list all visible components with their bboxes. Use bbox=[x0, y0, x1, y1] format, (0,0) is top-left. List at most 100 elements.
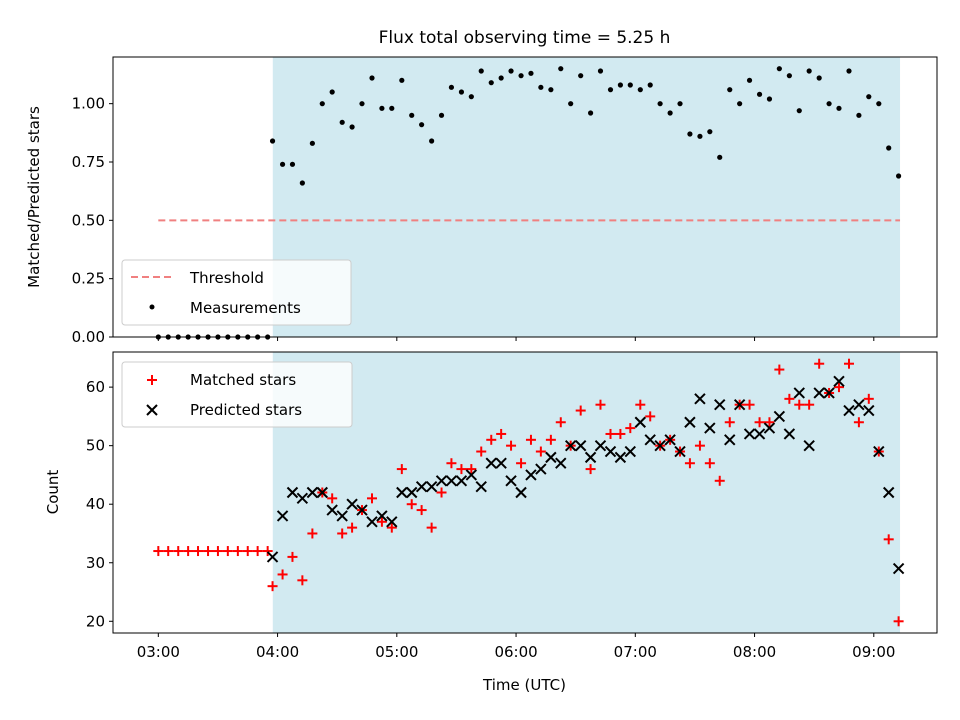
count-series1-point-46-b bbox=[724, 434, 736, 446]
count-series0-point-47 bbox=[615, 428, 626, 439]
ratio-series0-point-16 bbox=[309, 140, 315, 146]
count-series0-point-26 bbox=[406, 499, 417, 510]
ratio-series0-point-61 bbox=[756, 91, 763, 97]
count-series1-point-1-b bbox=[276, 510, 289, 522]
ratio-series0-point-37 bbox=[518, 73, 524, 79]
count-series1-point-62-b bbox=[882, 486, 895, 499]
count-series1-point-25 bbox=[515, 486, 527, 499]
ratio-y-tick-label-4: 1.00 bbox=[72, 95, 105, 113]
count-series1-point-48-b bbox=[743, 428, 756, 440]
x-tick-label-3: 06:00 bbox=[494, 643, 537, 661]
count-series1-point-7-b bbox=[336, 510, 348, 522]
count-series1-point-39 bbox=[654, 439, 666, 452]
count-series0-point-40 bbox=[545, 434, 556, 445]
ratio-series0-point-55 bbox=[697, 133, 703, 139]
ratio-series0-point-18 bbox=[329, 89, 335, 95]
count-series0-point-71 bbox=[853, 417, 864, 428]
count-series1-point-43 bbox=[694, 393, 706, 405]
count-series1-point-31 bbox=[574, 439, 587, 452]
ratio-series0-point-63 bbox=[776, 66, 782, 72]
ratio-series0-point-65 bbox=[796, 108, 802, 114]
count-y-tick-label-2: 40 bbox=[86, 495, 105, 513]
count-series1-point-26-b bbox=[525, 469, 537, 481]
count-series1-point-34-b bbox=[604, 445, 617, 458]
count-series1-point-56 bbox=[823, 387, 835, 399]
count-observing-span bbox=[272, 352, 901, 633]
count-panel-frame bbox=[112, 351, 938, 634]
count-series1-point-38-b bbox=[644, 434, 656, 446]
count-series1-point-37-b bbox=[634, 416, 647, 428]
count-series0-point-62 bbox=[764, 417, 775, 428]
count-series1-point-40 bbox=[664, 434, 676, 446]
ratio-series0-point-21 bbox=[359, 101, 365, 107]
count-series1-point-59 bbox=[853, 398, 865, 411]
count-series0-point-18 bbox=[327, 493, 338, 504]
ratio-series0-point-25 bbox=[399, 77, 405, 83]
ratio-series0-point-66 bbox=[806, 68, 812, 74]
count-series1-point-27 bbox=[535, 463, 547, 475]
count-series1-point-53 bbox=[793, 387, 805, 399]
count-series0-point-30 bbox=[446, 458, 457, 469]
count-series1-point-36 bbox=[624, 445, 637, 458]
count-series1-point-41-b bbox=[674, 445, 686, 458]
count-series1-point-14-b bbox=[406, 486, 418, 499]
count-series1-point-41 bbox=[674, 445, 686, 458]
count-legend-matched-label: Matched stars bbox=[190, 371, 296, 389]
count-series0-point-2 bbox=[173, 546, 184, 557]
count-series1-point-45 bbox=[714, 398, 726, 411]
count-series1-point-30 bbox=[564, 439, 577, 452]
count-series1-point-42-b bbox=[684, 416, 696, 428]
count-series0-point-4 bbox=[193, 546, 204, 557]
count-series1-point-55 bbox=[813, 387, 825, 399]
ratio-series0-point-49 bbox=[637, 87, 643, 93]
count-series0-point-60 bbox=[744, 399, 755, 410]
count-series1-point-12 bbox=[386, 516, 398, 528]
count-series1-point-52 bbox=[783, 428, 796, 440]
count-series0-point-7 bbox=[222, 546, 233, 557]
count-series0-point-45 bbox=[595, 399, 606, 410]
ratio-series0-point-44 bbox=[587, 110, 594, 116]
ratio-series0-point-19 bbox=[339, 119, 345, 125]
ratio-series0-point-28 bbox=[429, 138, 435, 144]
count-legend-predicted-marker bbox=[146, 404, 158, 416]
ratio-series0-point-30 bbox=[448, 84, 455, 90]
count-series1-point-33 bbox=[594, 439, 607, 452]
count-series1-point-24 bbox=[505, 475, 517, 487]
count-series1-point-49 bbox=[753, 428, 766, 440]
count-series1-point-59-b bbox=[853, 398, 865, 411]
count-series1-point-3-b bbox=[296, 492, 309, 505]
count-series1-point-6 bbox=[326, 504, 338, 516]
legend-x-glyph bbox=[146, 404, 158, 416]
count-series1-point-25-b bbox=[515, 486, 527, 499]
count-legend-box bbox=[121, 361, 353, 428]
count-panel: 20 30 40 50 60 03:00 04:00 05:00 06:00 07:00 08:00… bbox=[44, 351, 938, 694]
ratio-series0-point-68 bbox=[826, 101, 832, 107]
x-tick-label-6: 09:00 bbox=[852, 643, 895, 661]
count-series1-point-12-b bbox=[386, 516, 398, 528]
count-series1-point-43-b bbox=[694, 393, 706, 405]
count-series1-point-47 bbox=[733, 398, 746, 411]
count-series1-point-0-b bbox=[266, 551, 279, 563]
count-series1-point-4-b bbox=[306, 486, 319, 499]
count-series0-point-54 bbox=[684, 458, 695, 469]
count-series1-point-6-b bbox=[326, 504, 338, 516]
count-series0-point-16 bbox=[307, 528, 318, 539]
count-series1-point-3 bbox=[296, 492, 309, 505]
ratio-series0-point-42 bbox=[568, 101, 574, 107]
count-series0-point-20 bbox=[347, 522, 358, 533]
ratio-series0-point-12 bbox=[269, 138, 276, 144]
ratio-series0-point-73 bbox=[876, 101, 882, 107]
count-y-tick-label-1: 30 bbox=[86, 554, 105, 572]
ratio-panel: 0.00 0.25 0.50 0.75 1.00 Matched/Predicted s… bbox=[25, 56, 938, 346]
ratio-series0-point-67 bbox=[816, 75, 822, 81]
count-series0-point-58 bbox=[724, 417, 735, 428]
ratio-series0-point-14 bbox=[289, 161, 296, 167]
count-series1-point-47-b bbox=[733, 398, 746, 411]
count-series0-point-0 bbox=[153, 546, 164, 557]
ratio-series0-point-71 bbox=[856, 112, 862, 118]
ratio-series0-point-34 bbox=[488, 80, 494, 86]
count-series1-point-21 bbox=[475, 480, 487, 493]
count-series1-point-26 bbox=[525, 469, 537, 481]
count-series1-point-18 bbox=[445, 475, 458, 487]
ratio-series0-point-15 bbox=[299, 180, 305, 186]
